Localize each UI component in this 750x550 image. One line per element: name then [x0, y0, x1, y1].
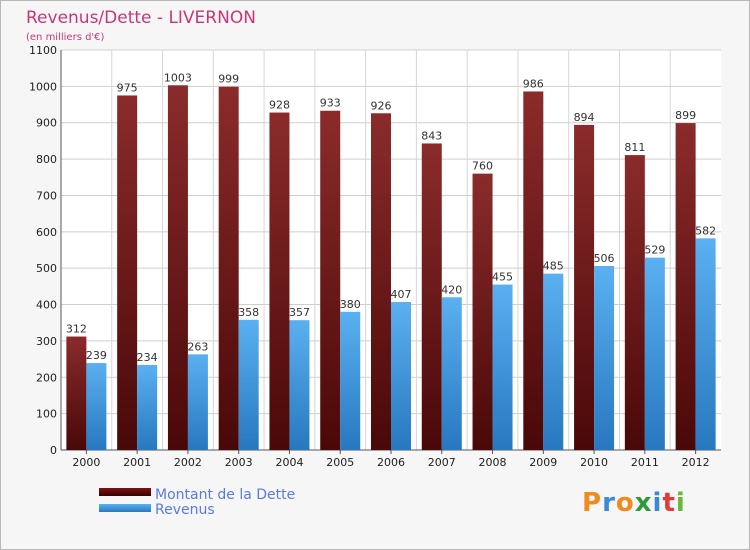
y-tick-label: 200 [36, 371, 57, 384]
logo-letter: i [652, 488, 663, 518]
chart-title: Revenus/Dette - LIVERNON [26, 8, 256, 28]
x-tick-label: 2011 [631, 456, 659, 469]
y-tick-label: 800 [36, 153, 57, 166]
value-label-debt: 894 [574, 111, 595, 124]
value-label-debt: 999 [218, 73, 239, 86]
x-tick-label: 2003 [225, 456, 253, 469]
bar-debt [218, 86, 239, 451]
value-label-debt: 760 [472, 160, 493, 173]
bar-debt [371, 113, 391, 450]
logo-letter: x [634, 488, 653, 518]
x-tick-label: 2000 [72, 456, 100, 469]
bar-revenus [492, 284, 513, 450]
bar-debt [117, 95, 138, 451]
legend-label-debt: Montant de la Dette [155, 487, 295, 503]
legend-label-revenus: Revenus [155, 502, 215, 518]
value-label-debt: 843 [421, 129, 442, 142]
y-tick-label: 900 [36, 117, 57, 130]
x-tick-label: 2001 [123, 456, 151, 469]
bar-debt [624, 155, 645, 450]
logo-letter: r [602, 488, 616, 518]
bar-debt [421, 143, 442, 451]
bar-revenus [86, 363, 107, 450]
x-tick-label: 2006 [377, 456, 405, 469]
bar-debt [472, 173, 493, 451]
value-label-debt: 933 [320, 97, 341, 110]
proxiti-logo: Proxiti [582, 488, 686, 518]
bar-revenus [340, 311, 361, 450]
legend: Montant de la Dette Revenus [99, 487, 295, 518]
bar-revenus [594, 266, 615, 450]
bar-revenus [695, 238, 716, 450]
x-tick-label: 2012 [682, 456, 710, 469]
bar-revenus [289, 320, 310, 450]
value-label-revenus: 420 [441, 283, 462, 296]
x-tick-label: 2004 [275, 456, 303, 469]
value-label-revenus: 380 [340, 298, 361, 311]
value-label-revenus: 234 [137, 351, 158, 364]
bar-revenus [644, 257, 665, 450]
value-label-revenus: 239 [86, 349, 107, 362]
bar-debt [574, 124, 595, 450]
y-tick-label: 1100 [29, 44, 57, 57]
bar-debt [320, 110, 341, 451]
bar-revenus [238, 319, 259, 450]
value-label-revenus: 358 [238, 306, 259, 319]
bar-debt [269, 112, 290, 450]
value-label-debt: 975 [117, 81, 138, 94]
bar-revenus [391, 302, 411, 450]
legend-swatch-debt [99, 488, 151, 496]
value-label-debt: 1003 [164, 71, 192, 84]
x-tick-label: 2008 [479, 456, 507, 469]
logo-letter: P [582, 488, 603, 518]
y-tick-label: 300 [36, 335, 57, 348]
bar-revenus [441, 297, 462, 450]
value-label-revenus: 582 [695, 224, 716, 237]
x-tick-label: 2009 [529, 456, 557, 469]
value-label-debt: 928 [269, 99, 290, 112]
x-tick-label: 2007 [428, 456, 456, 469]
bar-debt [523, 91, 544, 451]
value-label-revenus: 455 [492, 271, 513, 284]
value-label-revenus: 506 [594, 252, 615, 265]
logo-letter: i [675, 488, 686, 518]
x-tick-label: 2005 [326, 456, 354, 469]
value-label-debt: 312 [66, 323, 87, 336]
y-tick-label: 700 [36, 189, 57, 202]
legend-swatch-revenus [99, 504, 151, 512]
value-label-debt: 811 [624, 141, 645, 154]
logo-letter: t [662, 488, 676, 518]
value-label-revenus: 529 [644, 244, 665, 257]
y-tick-label: 600 [36, 226, 57, 239]
y-tick-label: 100 [36, 408, 57, 421]
bar-debt [675, 123, 696, 450]
value-label-debt: 926 [371, 99, 392, 112]
bar-revenus [543, 273, 564, 450]
y-tick-label: 400 [36, 299, 57, 312]
value-label-revenus: 357 [289, 306, 310, 319]
value-label-revenus: 407 [391, 288, 412, 301]
value-label-revenus: 263 [187, 340, 208, 353]
bar-debt [167, 85, 188, 450]
y-tick-label: 1000 [29, 80, 57, 93]
plot-area: 0 100 200 300 400 500 600 700 800 900 1000 1100 312 2… [29, 44, 721, 469]
y-tick-label: 500 [36, 262, 57, 275]
value-label-debt: 899 [675, 109, 696, 122]
bar-debt [66, 336, 87, 450]
x-tick-label: 2002 [174, 456, 202, 469]
logo-letter: o [615, 488, 635, 518]
value-label-debt: 986 [523, 77, 544, 90]
x-tick-label: 2010 [580, 456, 608, 469]
y-tick-label: 0 [50, 444, 57, 457]
bar-revenus [187, 354, 208, 450]
chart-subtitle: (en milliers d'€) [26, 32, 105, 43]
value-label-revenus: 485 [543, 260, 564, 273]
bar-revenus [137, 364, 158, 450]
